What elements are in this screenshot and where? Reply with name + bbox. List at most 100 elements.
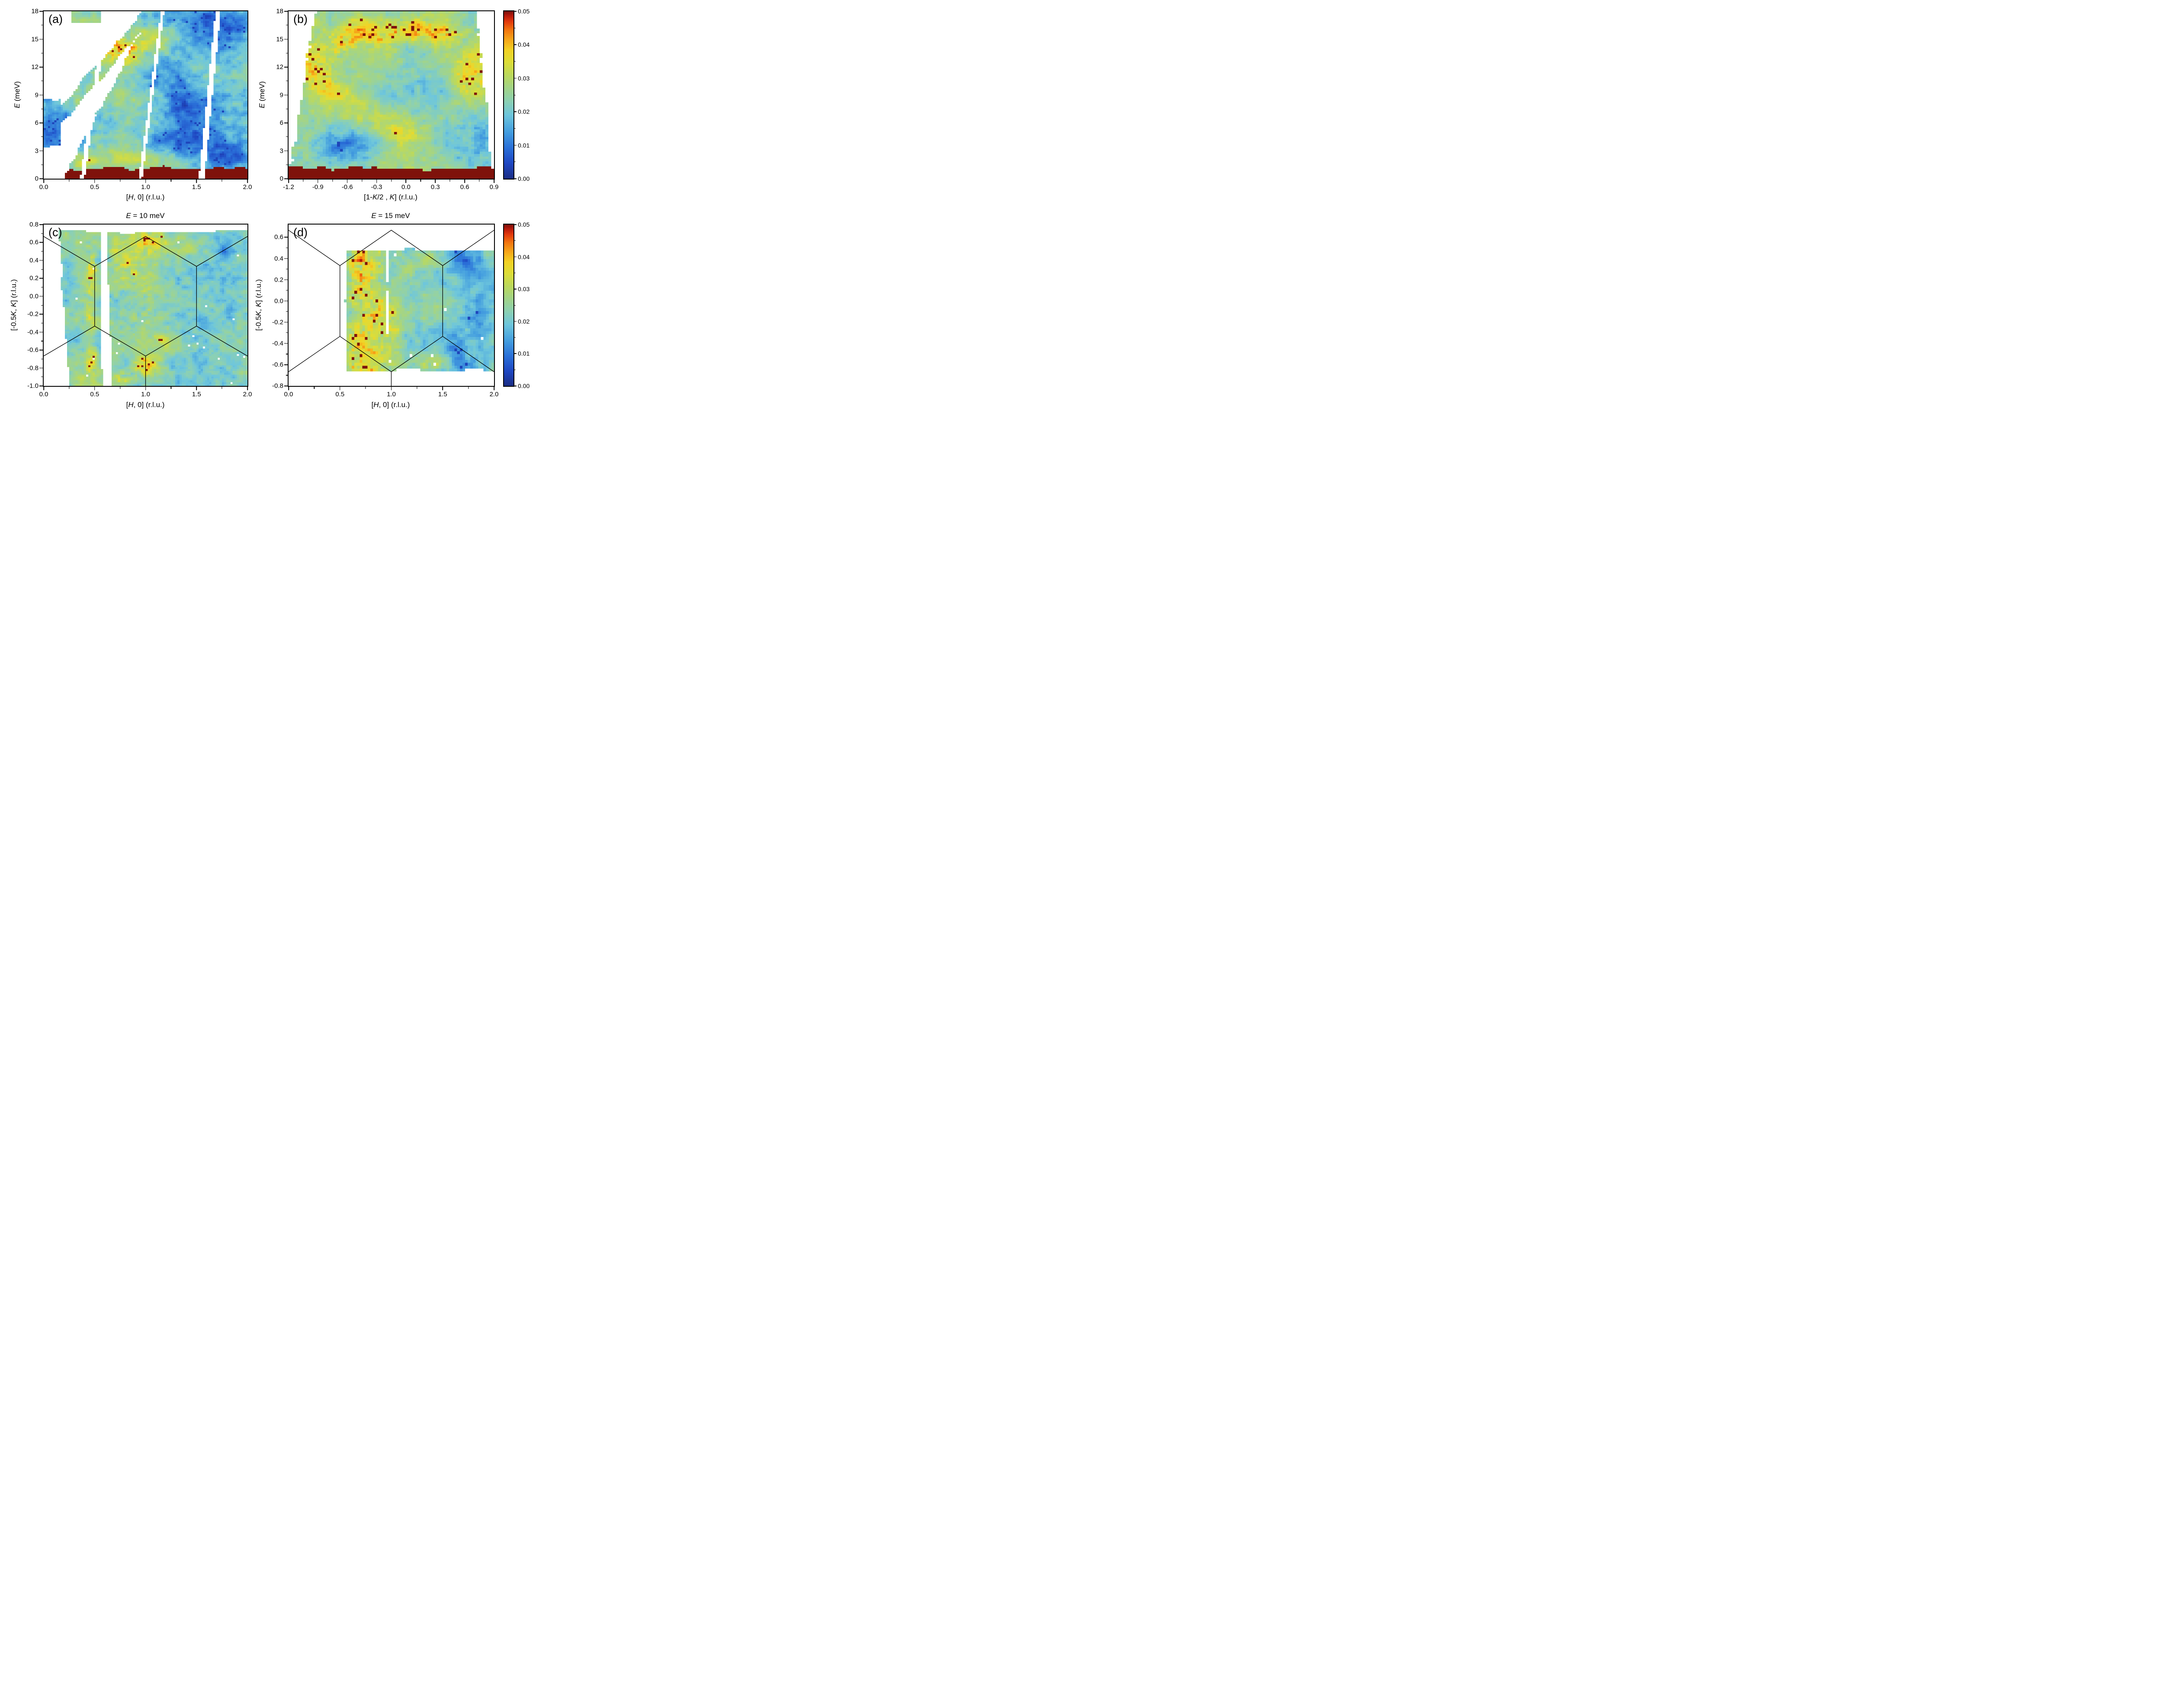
x-tick-label: 2.0 — [243, 391, 252, 398]
y-tick — [39, 94, 43, 96]
colorbar-tick-label: 0.04 — [518, 253, 530, 260]
colorbar-tick — [514, 11, 517, 12]
panel-b-plot: (b) -1.2 -0.9 -0.6 -0.3 0.0 0.3 0.6 0.9 0 3 6 9 12 15… — [276, 8, 498, 191]
y-tick — [39, 385, 43, 386]
x-tick-label: 1.5 — [192, 183, 201, 191]
colorbar-bottom-gradient — [504, 225, 513, 386]
y-tick-label: -0.6 — [272, 361, 283, 369]
panel-a-x-axis-label: [H, 0] (r.l.u.) — [126, 193, 165, 201]
y-tick-label: 0.6 — [29, 238, 39, 246]
y-minor-tick — [41, 164, 43, 165]
colorbar-tick-label: 0.01 — [518, 141, 530, 149]
y-tick-label: 18 — [276, 7, 283, 15]
y-tick-label: 0.4 — [274, 255, 283, 263]
y-tick — [39, 178, 43, 179]
y-tick — [284, 364, 288, 365]
x-tick — [43, 387, 44, 390]
x-tick — [464, 180, 465, 183]
y-tick-label: 0.2 — [29, 274, 39, 282]
y-minor-tick — [286, 164, 288, 165]
y-tick-label: -1.0 — [27, 382, 39, 390]
colorbar-minor-tick — [514, 337, 516, 338]
x-tick-label: 1.5 — [438, 391, 447, 398]
y-tick-label: 0.0 — [274, 297, 283, 305]
colorbar-tick-label: 0.00 — [518, 382, 530, 389]
panel-a-label: (a) — [48, 13, 63, 26]
x-tick-label: 0.5 — [90, 391, 99, 398]
colorbar-tick — [514, 178, 517, 179]
x-tick — [94, 180, 95, 183]
y-tick-label: 18 — [31, 7, 39, 15]
x-tick — [442, 387, 443, 390]
y-tick-label: -0.4 — [27, 328, 39, 336]
x-tick-label: 0.9 — [489, 183, 499, 191]
y-tick — [39, 314, 43, 315]
y-tick — [39, 331, 43, 333]
colorbar-tick-label: 0.05 — [518, 221, 530, 228]
y-tick — [39, 11, 43, 12]
x-tick — [288, 387, 289, 390]
y-tick-label: 0.6 — [274, 233, 283, 241]
panel-c-plot: (c) 0.0 0.5 1.0 1.5 2.0 0.8 0.6 0.4 0.2 0.0 -0.2 -0… — [27, 222, 252, 398]
x-minor-tick — [391, 180, 392, 182]
colorbar-top: 0.00 0.01 0.02 0.03 0.04 0.05 — [503, 8, 530, 182]
y-tick-label: 9 — [35, 91, 39, 99]
y-tick — [39, 260, 43, 261]
y-tick — [284, 279, 288, 280]
panel-d-y-axis-label: [-0.5K, K] (r.l.u.) — [254, 279, 263, 331]
y-minor-tick — [286, 247, 288, 248]
y-tick-label: -0.4 — [272, 340, 283, 347]
figure-neutron-scattering-panels: (a) 0.0 0.5 1.0 1.5 2.0 0 3 6 9 12 15 18 (b) -1.2 -0… — [0, 0, 560, 427]
x-tick-label: 0.6 — [460, 183, 469, 191]
panel-d-label: (d) — [293, 226, 308, 239]
x-tick-label: 1.5 — [192, 391, 201, 398]
panel-d-plot: (d) 0.0 0.5 1.0 1.5 2.0 0.6 0.4 0.2 0.0 -0.2 -0.4 -… — [272, 224, 498, 398]
colorbar-tick — [514, 111, 517, 112]
x-tick-label: 0.3 — [430, 183, 440, 191]
y-tick — [39, 122, 43, 123]
y-tick-label: 6 — [279, 119, 283, 127]
y-tick-label: 0.8 — [29, 221, 39, 228]
y-tick-label: 15 — [276, 35, 283, 43]
y-tick — [284, 237, 288, 238]
panel-c-title: E = 10 meV — [126, 212, 165, 220]
panel-d-heatmap — [289, 225, 494, 386]
panel-b-heatmap — [289, 11, 494, 179]
x-tick — [145, 180, 146, 183]
y-tick — [284, 300, 288, 302]
colorbar-minor-tick — [514, 61, 516, 62]
x-tick-label: -0.3 — [371, 183, 382, 191]
x-tick-label: -1.2 — [283, 183, 294, 191]
x-minor-tick — [314, 387, 315, 389]
y-tick-label: 12 — [276, 63, 283, 71]
colorbar-tick-label: 0.03 — [518, 74, 530, 82]
x-tick — [376, 180, 377, 183]
y-tick — [284, 122, 288, 123]
colorbar-tick-label: 0.05 — [518, 8, 530, 15]
colorbar-tick-label: 0.02 — [518, 318, 530, 325]
x-tick-label: 0.0 — [39, 183, 48, 191]
panel-d-title: E = 15 meV — [371, 212, 410, 220]
y-tick-label: -0.6 — [27, 346, 39, 354]
y-tick-label: 9 — [279, 91, 283, 99]
y-tick-label: 0 — [279, 175, 283, 183]
y-minor-tick — [41, 269, 43, 270]
x-tick — [247, 180, 248, 183]
y-tick — [39, 278, 43, 279]
x-tick-label: -0.9 — [312, 183, 324, 191]
panel-d-x-axis-label: [H, 0] (r.l.u.) — [371, 401, 410, 409]
y-tick — [39, 224, 43, 225]
y-tick-label: -0.2 — [272, 318, 283, 326]
colorbar-tick — [514, 353, 517, 354]
colorbar-tick — [514, 321, 517, 322]
colorbar-tick-label: 0.04 — [518, 41, 530, 48]
panel-a-y-axis-label: E (meV) — [13, 81, 21, 109]
panel-c-y-axis-label: [-0.5K, K] (r.l.u.) — [10, 279, 18, 331]
x-tick — [94, 387, 95, 390]
x-tick — [145, 387, 146, 390]
x-tick-label: 2.0 — [489, 391, 499, 398]
x-tick — [196, 180, 197, 183]
x-minor-tick — [468, 387, 469, 389]
x-tick — [347, 180, 348, 183]
x-tick-label: 1.0 — [141, 183, 150, 191]
